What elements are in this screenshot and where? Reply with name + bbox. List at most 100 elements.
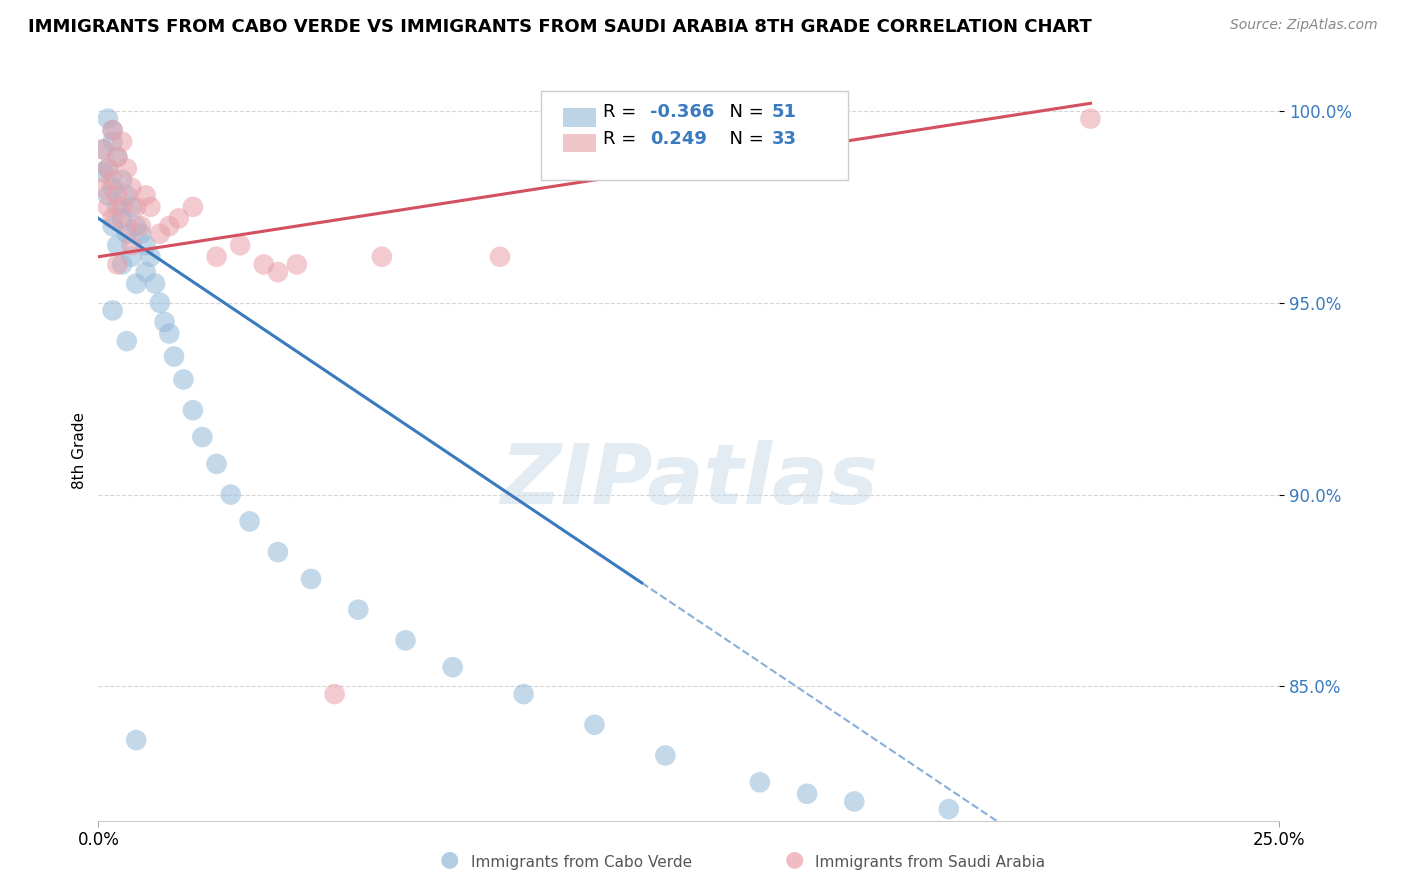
Point — [239, 515, 262, 529]
Point — [205, 457, 228, 471]
Point — [347, 602, 370, 616]
Text: ●: ● — [785, 850, 804, 870]
Point — [111, 135, 134, 149]
Point — [135, 238, 157, 252]
Text: IMMIGRANTS FROM CABO VERDE VS IMMIGRANTS FROM SAUDI ARABIA 8TH GRADE CORRELATION: IMMIGRANTS FROM CABO VERDE VS IMMIGRANTS… — [28, 18, 1092, 36]
Text: Immigrants from Cabo Verde: Immigrants from Cabo Verde — [471, 855, 692, 870]
Point — [101, 135, 124, 149]
Point — [748, 775, 770, 789]
Point — [111, 173, 134, 187]
Point — [105, 188, 128, 202]
Point — [115, 161, 138, 176]
Point — [97, 112, 120, 126]
Point — [91, 180, 114, 194]
Point — [129, 219, 152, 233]
Text: R =: R = — [603, 103, 641, 121]
Point — [267, 545, 290, 559]
Point — [101, 219, 124, 233]
Point — [394, 633, 416, 648]
Text: N =: N = — [718, 103, 770, 121]
Point — [97, 161, 120, 176]
Point — [97, 161, 120, 176]
Text: 0.249: 0.249 — [650, 129, 707, 148]
Text: N =: N = — [718, 129, 770, 148]
Point — [938, 802, 960, 816]
Point — [167, 211, 190, 226]
Point — [139, 250, 162, 264]
Point — [143, 277, 166, 291]
Point — [149, 295, 172, 310]
Point — [844, 794, 866, 808]
Point — [101, 303, 124, 318]
Point — [157, 326, 180, 341]
Text: 33: 33 — [772, 129, 797, 148]
Point — [181, 200, 204, 214]
Point — [219, 487, 242, 501]
Point — [101, 180, 124, 194]
Point — [105, 150, 128, 164]
FancyBboxPatch shape — [562, 109, 596, 127]
Point — [191, 430, 214, 444]
Point — [91, 142, 114, 156]
Point — [205, 250, 228, 264]
Point — [115, 188, 138, 202]
Point — [105, 200, 128, 214]
Point — [441, 660, 464, 674]
Point — [115, 219, 138, 233]
Point — [135, 265, 157, 279]
Point — [121, 238, 143, 252]
Point — [111, 257, 134, 271]
Point — [299, 572, 322, 586]
Text: ZIPatlas: ZIPatlas — [501, 440, 877, 521]
Point — [253, 257, 276, 271]
FancyBboxPatch shape — [562, 134, 596, 153]
Text: Source: ZipAtlas.com: Source: ZipAtlas.com — [1230, 18, 1378, 32]
Point — [91, 165, 114, 179]
Point — [111, 211, 134, 226]
Point — [105, 257, 128, 271]
Point — [101, 123, 124, 137]
FancyBboxPatch shape — [541, 91, 848, 180]
Point — [139, 200, 162, 214]
Point — [115, 227, 138, 241]
Point — [172, 372, 194, 386]
Point — [101, 211, 124, 226]
Point — [181, 403, 204, 417]
Point — [125, 733, 148, 747]
Point — [267, 265, 290, 279]
Point — [371, 250, 394, 264]
Point — [125, 219, 148, 233]
Point — [105, 150, 128, 164]
Point — [121, 250, 143, 264]
Point — [149, 227, 172, 241]
Point — [97, 188, 120, 202]
Point — [163, 350, 186, 364]
Point — [229, 238, 252, 252]
Point — [489, 250, 512, 264]
Point — [121, 200, 143, 214]
Text: R =: R = — [603, 129, 641, 148]
Point — [101, 173, 124, 187]
Point — [796, 787, 818, 801]
Point — [153, 315, 176, 329]
Text: -0.366: -0.366 — [650, 103, 714, 121]
Point — [111, 200, 134, 214]
Point — [323, 687, 346, 701]
Point — [105, 238, 128, 252]
Text: 51: 51 — [772, 103, 797, 121]
Point — [157, 219, 180, 233]
Point — [125, 277, 148, 291]
Point — [583, 717, 606, 731]
Point — [654, 748, 676, 763]
Point — [1080, 112, 1102, 126]
Y-axis label: 8th Grade: 8th Grade — [72, 412, 87, 489]
Text: ●: ● — [440, 850, 460, 870]
Point — [135, 188, 157, 202]
Point — [101, 123, 124, 137]
Point — [97, 200, 120, 214]
Point — [91, 142, 114, 156]
Point — [115, 334, 138, 348]
Text: Immigrants from Saudi Arabia: Immigrants from Saudi Arabia — [815, 855, 1046, 870]
Point — [285, 257, 308, 271]
Point — [125, 200, 148, 214]
